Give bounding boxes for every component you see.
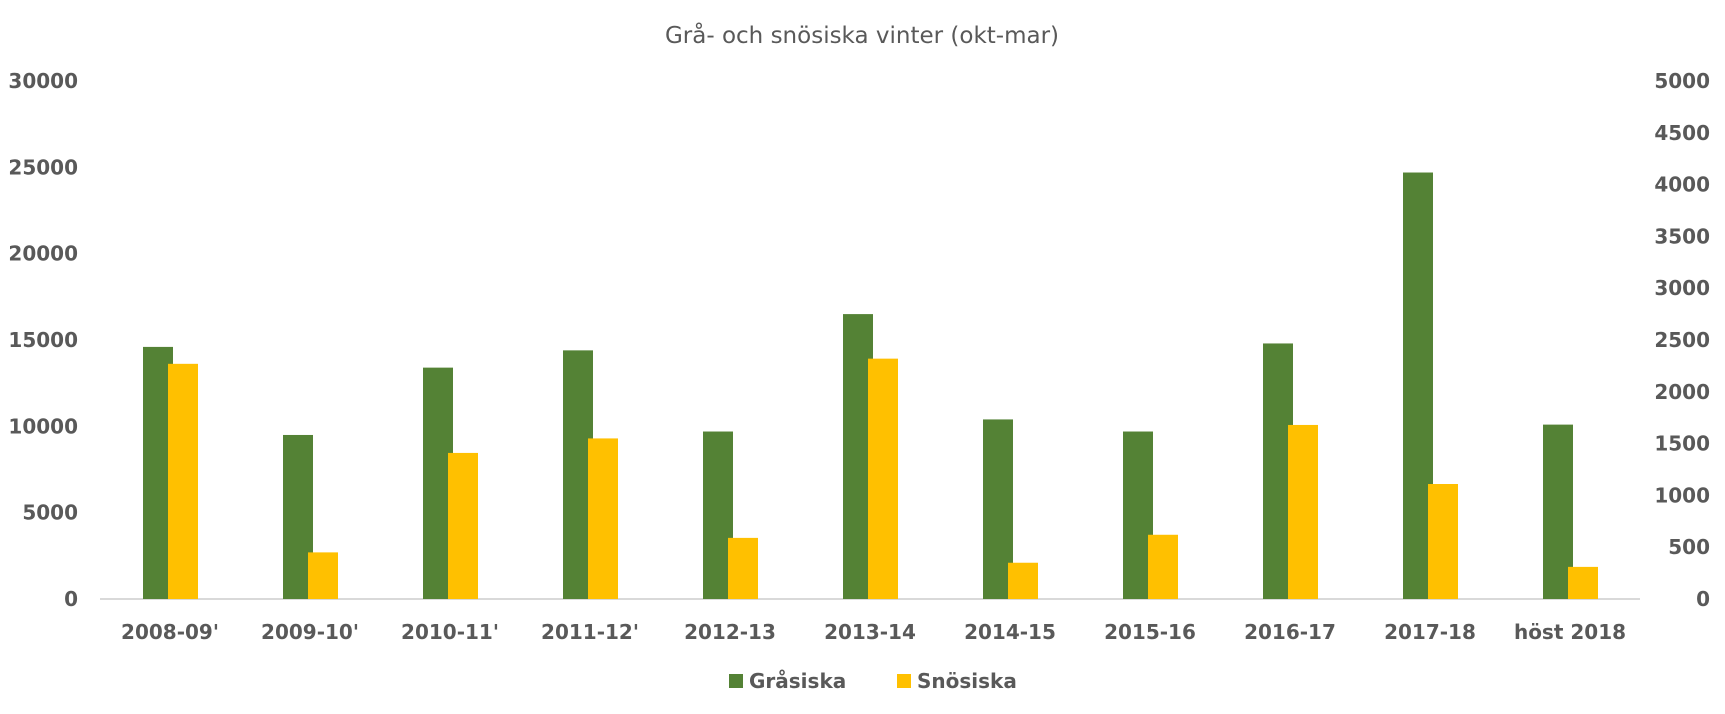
legend: Gråsiska Snösiska bbox=[729, 669, 1017, 693]
bar-snosiska bbox=[168, 363, 198, 599]
bar-snosiska bbox=[1008, 562, 1038, 599]
right-tick-label: 4000 bbox=[1654, 173, 1710, 197]
bar-snosiska bbox=[728, 537, 758, 599]
right-tick-label: 4500 bbox=[1654, 121, 1710, 145]
left-tick-label: 10000 bbox=[8, 414, 78, 438]
left-tick-label: 25000 bbox=[8, 155, 78, 179]
category-label: 2014-15 bbox=[964, 620, 1056, 644]
category-label: 2017-18 bbox=[1384, 620, 1476, 644]
right-tick-label: 2500 bbox=[1654, 328, 1710, 352]
right-tick-label: 5000 bbox=[1654, 69, 1710, 93]
left-tick-label: 5000 bbox=[22, 501, 78, 525]
legend-label-grasiska: Gråsiska bbox=[749, 669, 846, 693]
right-axis: 0 500 1000 1500 2000 2500 3000 3500 4000 4500 5000 bbox=[1654, 69, 1710, 611]
category-label: 2008-09' bbox=[121, 620, 219, 644]
right-tick-label: 3000 bbox=[1654, 276, 1710, 300]
chart-title: Grå- och snösiska vinter (okt-mar) bbox=[665, 21, 1059, 49]
bar-snosiska bbox=[1568, 566, 1598, 599]
bar-snosiska bbox=[1148, 534, 1178, 599]
left-tick-label: 15000 bbox=[8, 328, 78, 352]
right-tick-label: 1000 bbox=[1654, 483, 1710, 507]
left-tick-label: 0 bbox=[64, 587, 78, 611]
bar-snosiska bbox=[1428, 484, 1458, 599]
category-label: 2015-16 bbox=[1104, 620, 1196, 644]
right-tick-label: 0 bbox=[1696, 587, 1710, 611]
legend-label-snosiska: Snösiska bbox=[917, 669, 1017, 693]
category-label: 2012-13 bbox=[684, 620, 776, 644]
left-tick-label: 20000 bbox=[8, 242, 78, 266]
left-tick-label: 30000 bbox=[8, 69, 78, 93]
right-tick-label: 3500 bbox=[1654, 224, 1710, 248]
category-label: 2010-11' bbox=[401, 620, 499, 644]
category-label: 2011-12' bbox=[541, 620, 639, 644]
bar-snosiska bbox=[1288, 424, 1318, 599]
right-tick-label: 1500 bbox=[1654, 432, 1710, 456]
bar-snosiska bbox=[448, 452, 478, 599]
right-tick-label: 500 bbox=[1668, 535, 1710, 559]
bar-snosiska bbox=[588, 438, 618, 599]
legend-swatch-snosiska bbox=[897, 674, 911, 688]
left-axis: 0 5000 10000 15000 20000 25000 30000 bbox=[8, 69, 78, 611]
bar-snosiska bbox=[308, 552, 338, 599]
category-label: höst 2018 bbox=[1514, 620, 1626, 644]
bars bbox=[143, 172, 1598, 599]
right-tick-label: 2000 bbox=[1654, 380, 1710, 404]
legend-swatch-grasiska bbox=[729, 674, 743, 688]
category-label: 2009-10' bbox=[261, 620, 359, 644]
bar-snosiska bbox=[868, 358, 898, 599]
category-label: 2016-17 bbox=[1244, 620, 1336, 644]
category-labels: 2008-09' 2009-10' 2010-11' 2011-12' 2012-13 2… bbox=[121, 620, 1626, 644]
category-label: 2013-14 bbox=[824, 620, 916, 644]
